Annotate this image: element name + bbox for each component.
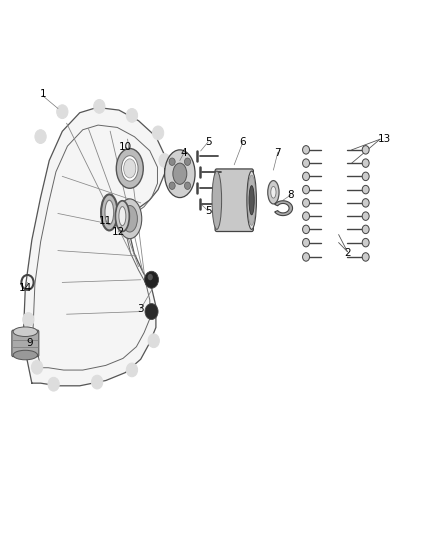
Ellipse shape: [118, 199, 142, 239]
Text: 14: 14: [19, 282, 32, 293]
Circle shape: [184, 182, 191, 189]
Circle shape: [303, 199, 310, 207]
Circle shape: [362, 225, 369, 233]
Circle shape: [169, 182, 175, 189]
Circle shape: [152, 126, 164, 140]
Text: 2: 2: [344, 248, 351, 259]
Circle shape: [148, 274, 153, 280]
FancyBboxPatch shape: [215, 169, 253, 231]
Ellipse shape: [121, 156, 138, 181]
Circle shape: [303, 185, 310, 194]
Circle shape: [48, 377, 59, 391]
Circle shape: [169, 158, 175, 165]
Ellipse shape: [247, 175, 256, 225]
Circle shape: [303, 159, 310, 167]
Ellipse shape: [249, 185, 254, 215]
Circle shape: [126, 109, 138, 122]
Ellipse shape: [247, 171, 256, 229]
Circle shape: [303, 172, 310, 181]
Circle shape: [303, 212, 310, 220]
Ellipse shape: [271, 187, 276, 198]
Ellipse shape: [105, 200, 114, 224]
Text: 6: 6: [240, 137, 246, 147]
Ellipse shape: [165, 150, 195, 198]
Circle shape: [303, 238, 310, 247]
Circle shape: [362, 238, 369, 247]
Ellipse shape: [268, 181, 279, 204]
Ellipse shape: [13, 327, 38, 336]
Ellipse shape: [212, 171, 222, 229]
Circle shape: [57, 105, 68, 118]
Text: 12: 12: [111, 227, 125, 237]
Circle shape: [126, 363, 138, 377]
Ellipse shape: [101, 195, 117, 230]
Text: 1: 1: [39, 89, 46, 99]
Ellipse shape: [124, 159, 136, 178]
Text: 4: 4: [181, 148, 187, 158]
Text: 3: 3: [138, 304, 144, 314]
Circle shape: [362, 212, 369, 220]
Polygon shape: [23, 108, 165, 386]
Circle shape: [362, 199, 369, 207]
Text: 13: 13: [378, 134, 391, 144]
Circle shape: [32, 360, 43, 374]
Text: 8: 8: [287, 190, 294, 200]
Text: 9: 9: [26, 338, 33, 349]
Circle shape: [148, 334, 159, 348]
Ellipse shape: [13, 350, 38, 360]
Ellipse shape: [122, 206, 138, 232]
Circle shape: [35, 130, 46, 143]
Text: 5: 5: [205, 206, 212, 216]
FancyBboxPatch shape: [12, 330, 39, 357]
Circle shape: [94, 100, 105, 114]
Polygon shape: [275, 201, 293, 215]
Text: 10: 10: [119, 142, 132, 152]
Text: 5: 5: [205, 137, 212, 147]
Circle shape: [362, 253, 369, 261]
Circle shape: [184, 158, 191, 165]
Ellipse shape: [119, 207, 126, 225]
Circle shape: [362, 146, 369, 154]
Ellipse shape: [116, 149, 143, 188]
Circle shape: [362, 172, 369, 181]
Text: 11: 11: [99, 216, 113, 227]
Circle shape: [145, 271, 159, 288]
Circle shape: [303, 146, 310, 154]
Ellipse shape: [173, 163, 187, 184]
Circle shape: [303, 253, 310, 261]
Circle shape: [92, 375, 103, 389]
Circle shape: [159, 154, 170, 167]
Ellipse shape: [116, 201, 129, 231]
Circle shape: [303, 225, 310, 233]
Circle shape: [362, 185, 369, 194]
Circle shape: [145, 304, 158, 319]
Circle shape: [23, 313, 34, 326]
Circle shape: [362, 159, 369, 167]
Text: 7: 7: [275, 148, 281, 158]
